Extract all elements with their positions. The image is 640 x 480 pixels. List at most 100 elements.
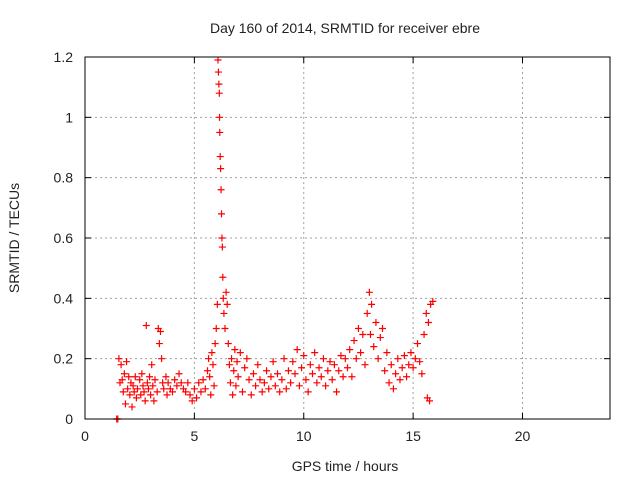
data-point xyxy=(374,355,382,363)
data-point xyxy=(182,388,190,396)
data-point xyxy=(209,361,217,369)
data-point xyxy=(137,391,145,399)
data-point xyxy=(346,346,354,354)
data-point xyxy=(206,373,214,381)
data-point xyxy=(418,370,426,378)
data-point xyxy=(164,379,172,387)
data-point xyxy=(156,328,164,336)
data-point xyxy=(280,355,288,363)
data-point xyxy=(392,370,400,378)
data-point xyxy=(149,382,157,390)
data-point xyxy=(121,400,129,408)
data-point xyxy=(422,309,430,317)
data-point xyxy=(147,391,155,399)
data-point xyxy=(335,367,343,375)
data-point xyxy=(217,165,225,173)
data-point xyxy=(163,391,171,399)
data-point xyxy=(241,364,249,372)
data-point xyxy=(278,376,286,384)
y-tick-label: 1.2 xyxy=(54,49,74,65)
data-point xyxy=(230,367,238,375)
data-point xyxy=(219,294,227,302)
data-point xyxy=(324,367,332,375)
data-point xyxy=(350,337,358,345)
data-point xyxy=(219,273,227,281)
y-tick-label: 0.4 xyxy=(54,290,74,306)
data-point xyxy=(309,370,316,378)
data-point xyxy=(376,334,384,342)
data-point xyxy=(236,349,244,357)
data-point xyxy=(123,358,131,366)
data-point xyxy=(120,370,128,378)
data-point xyxy=(212,325,220,332)
x-tick-label: 10 xyxy=(296,428,312,444)
data-point xyxy=(368,300,376,308)
data-point xyxy=(311,349,319,357)
data-point xyxy=(216,128,224,136)
data-point xyxy=(140,388,148,396)
data-point xyxy=(222,288,230,296)
data-point xyxy=(254,361,262,369)
data-point xyxy=(210,382,218,390)
data-point xyxy=(214,56,222,64)
chart-title: Day 160 of 2014, SRMTID for receiver ebr… xyxy=(210,20,480,36)
data-point xyxy=(136,376,144,384)
data-point xyxy=(291,370,299,378)
data-point xyxy=(300,352,308,360)
data-point xyxy=(420,331,428,339)
y-tick-label: 1 xyxy=(65,109,73,125)
data-point xyxy=(124,385,132,393)
data-point xyxy=(131,373,139,381)
data-point xyxy=(252,382,260,390)
data-point xyxy=(271,382,279,390)
data-point xyxy=(205,355,213,363)
x-tick-label: 20 xyxy=(515,428,531,444)
data-point xyxy=(357,349,365,357)
data-point xyxy=(138,370,146,378)
data-point xyxy=(195,379,203,387)
data-point xyxy=(405,361,413,369)
data-point xyxy=(361,361,369,369)
data-point xyxy=(333,388,341,396)
data-point xyxy=(160,385,168,393)
y-tick-label: 0.8 xyxy=(54,170,74,186)
data-point xyxy=(119,388,127,396)
data-point xyxy=(215,89,223,97)
data-point xyxy=(387,361,395,369)
data-point xyxy=(139,382,147,390)
data-point xyxy=(284,367,292,375)
data-point xyxy=(171,376,179,384)
data-point xyxy=(426,397,434,405)
data-point xyxy=(400,352,408,360)
data-point xyxy=(359,331,367,339)
data-point xyxy=(258,388,266,396)
data-point xyxy=(197,388,205,396)
data-point xyxy=(126,391,134,399)
data-point xyxy=(365,288,373,296)
data-point xyxy=(158,355,166,363)
data-point xyxy=(173,382,181,390)
data-point xyxy=(341,355,349,363)
data-point xyxy=(385,379,393,387)
data-point xyxy=(129,382,137,390)
data-point xyxy=(220,309,228,317)
data-point xyxy=(245,376,253,384)
data-point xyxy=(231,346,239,354)
data-point xyxy=(298,364,306,372)
data-point xyxy=(243,355,251,363)
data-point xyxy=(186,391,194,399)
data-point xyxy=(326,358,334,366)
data-point xyxy=(276,388,284,396)
data-point xyxy=(363,309,371,317)
data-point xyxy=(263,367,271,375)
data-point xyxy=(224,340,232,348)
data-point xyxy=(177,379,185,387)
data-point xyxy=(407,349,415,357)
data-point xyxy=(184,379,192,387)
data-point xyxy=(125,373,133,381)
data-point xyxy=(394,355,402,363)
data-point xyxy=(389,385,397,393)
data-point xyxy=(155,340,163,348)
data-point xyxy=(218,234,226,242)
data-point xyxy=(370,343,378,351)
